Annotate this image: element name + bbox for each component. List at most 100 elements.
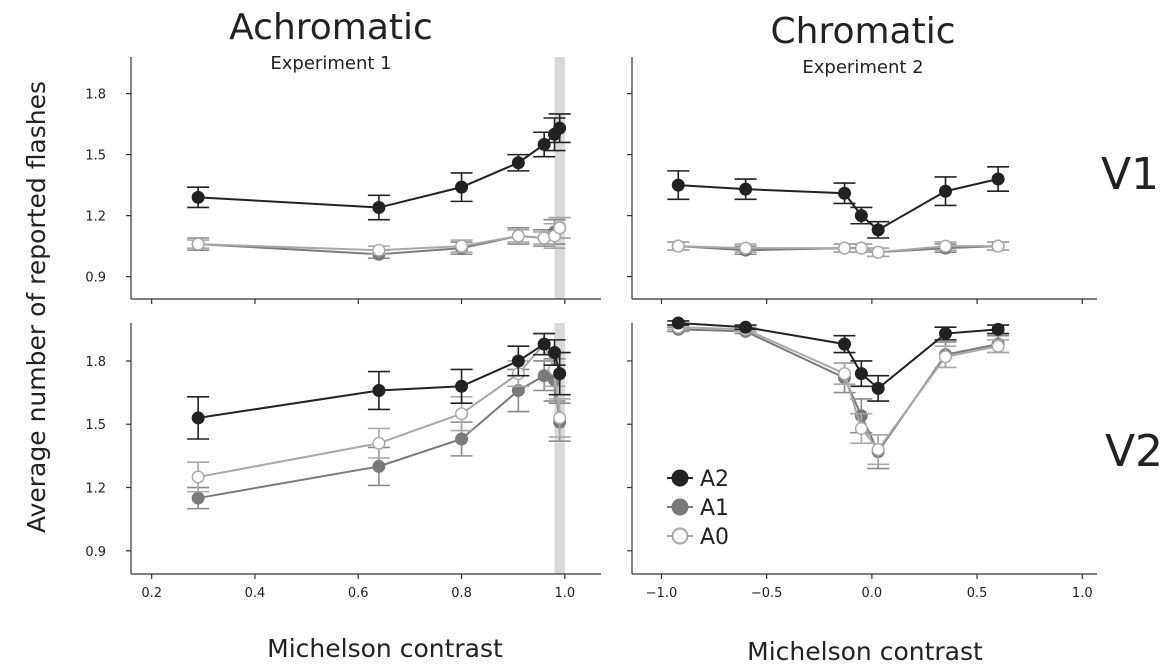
data-point-A2 [739,182,753,196]
legend-label: A2 [700,467,729,492]
data-point-A0 [871,443,885,457]
data-point-A0 [739,241,753,255]
col-title-achromatic: Achromatic [229,7,433,48]
col-subtitle-experiment-2: Experiment 2 [802,57,923,78]
row-label-v1: V1 [1101,149,1159,200]
data-point-A0 [372,436,386,450]
panels: 0.91.21.51.80.91.21.51.80.2 0.4 0.6 0.8 1.0−… [85,57,1097,601]
panel-achromatic-v2: 0.9 1.2 1.5 1.8 0.2 0.4 0.6 0.8 1.0 [85,323,601,601]
data-point-A2 [511,156,525,170]
legend-entry-A2: A2 [667,467,729,492]
data-point-A2 [455,180,469,194]
data-point-A0 [191,237,205,251]
data-point-A1 [372,459,386,473]
x-axis-label-achromatic: Michelson contrast [267,634,503,663]
data-point-A2 [191,190,205,204]
data-point-A2 [838,337,852,351]
data-point-A0 [939,350,953,364]
data-point-A2 [838,186,852,200]
y-tick-label: 1.5 [85,149,106,164]
y-tick-label: 1.8 [85,88,106,103]
legend-entry-A0: A0 [667,525,729,550]
y-tick-label: 0.9 [85,545,106,560]
data-point-A1 [455,432,469,446]
col-title-chromatic: Chromatic [770,11,955,52]
data-point-A0 [838,241,852,255]
data-point-A2 [671,316,685,330]
x-tick-label: 1.0 [1072,586,1093,601]
data-point-A1 [191,491,205,505]
x-tick-label: 0.8 [451,586,472,601]
data-point-A2 [854,209,868,223]
data-point-A0 [553,221,567,235]
data-point-A0 [854,421,868,435]
data-point-A2 [871,223,885,237]
x-tick-label: 0.6 [348,586,369,601]
y-axis-label: Average number of reported flashes [22,81,51,533]
data-point-A0 [537,231,551,245]
x-axis-label-chromatic: Michelson contrast [747,637,983,664]
y-tick-label: 1.5 [85,418,106,433]
panel-achromatic-v1: 0.9 1.2 1.5 1.8 [85,57,601,304]
series-A2 [667,316,1010,402]
data-point-A2 [991,322,1005,336]
series-A0 [667,239,1010,259]
data-point-A2 [191,411,205,425]
data-point-A2 [939,184,953,198]
series-line-A2 [678,178,999,232]
series-A2 [667,166,1010,239]
series-A2 [187,113,571,221]
data-point-A0 [455,407,469,421]
col-subtitle-experiment-1: Experiment 1 [270,53,391,74]
data-point-A0 [838,367,852,381]
x-tick-label: 0.5 [967,586,988,601]
data-point-A2 [548,346,562,360]
y-tick-label: 1.2 [85,482,106,497]
highlight-band [554,323,565,574]
data-point-A0 [871,245,885,259]
data-point-A0 [939,239,953,253]
data-point-A2 [871,381,885,395]
legend-marker [671,527,689,545]
data-point-A2 [372,383,386,397]
data-point-A2 [854,367,868,381]
data-point-A2 [553,367,567,381]
data-point-A2 [372,200,386,214]
data-point-A0 [372,243,386,257]
data-point-A2 [455,379,469,393]
series-A0 [187,216,571,257]
legend-label: A0 [700,525,729,550]
panel-chromatic-v2: −1.0 −0.5 0.0 0.5 1.0 [627,316,1097,601]
x-tick-label: −0.5 [751,586,783,601]
data-point-A2 [939,327,953,341]
data-point-A2 [537,337,551,351]
legend: A2 A1 A0 [667,467,729,550]
data-point-A0 [511,229,525,243]
data-point-A0 [991,339,1005,353]
legend-marker [671,498,689,516]
data-point-A2 [553,121,567,135]
x-tick-label: −1.0 [646,586,678,601]
data-point-A2 [511,354,525,368]
x-tick-label: 0.0 [862,586,883,601]
x-tick-label: 0.4 [245,586,266,601]
data-point-A2 [537,137,551,151]
x-tick-label: 0.2 [141,586,162,601]
data-point-A0 [455,239,469,253]
data-point-A0 [191,470,205,484]
panel-chromatic-v1 [627,57,1097,304]
data-point-A0 [671,239,685,253]
data-point-A2 [739,320,753,334]
y-tick-label: 0.9 [85,271,106,286]
data-point-A2 [671,178,685,192]
series-line-A1 [678,328,999,454]
data-point-A0 [854,241,868,255]
legend-marker [671,469,689,487]
y-tick-label: 1.8 [85,355,106,370]
x-tick-label: 1.0 [555,586,576,601]
highlight-band [554,57,565,299]
y-tick-label: 1.2 [85,210,106,225]
data-point-A2 [991,172,1005,186]
legend-label: A1 [700,496,729,521]
